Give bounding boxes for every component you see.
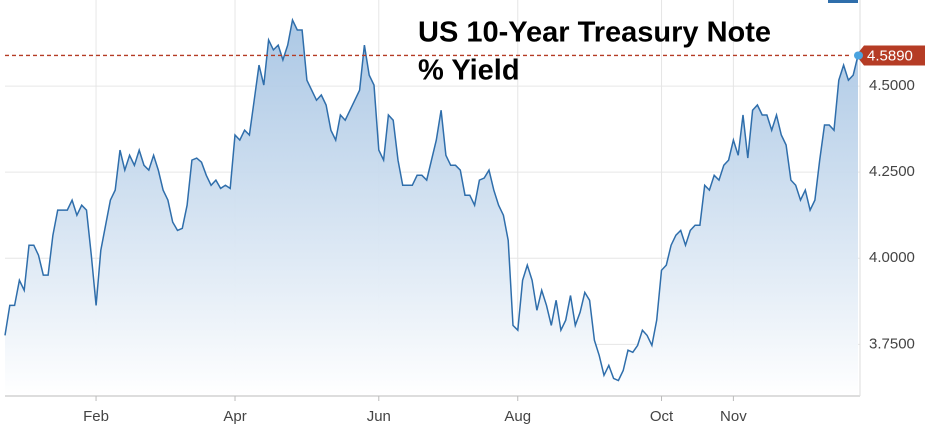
x-tick-label: Oct: [650, 408, 674, 425]
x-tick-label: Apr: [223, 408, 246, 425]
chart-title: US 10-Year Treasury Note: [418, 17, 771, 49]
price-label: 4.5890: [867, 47, 913, 64]
chart-title: % Yield: [418, 55, 520, 87]
x-tick-label: Jun: [367, 408, 391, 425]
price-tag: [856, 45, 925, 66]
series-line: [4, 17, 859, 382]
toolbar-button[interactable]: [828, 0, 858, 3]
x-tick-label: Nov: [720, 408, 747, 425]
x-tick-label: Feb: [83, 408, 109, 425]
y-tick-label: 4.2500: [869, 163, 915, 180]
y-tick-label: 4.5000: [869, 77, 915, 94]
y-tick-label: 4.0000: [869, 249, 915, 266]
y-tick-label: 3.7500: [869, 335, 915, 352]
area-fill: [5, 20, 858, 396]
x-tick-label: Aug: [504, 408, 531, 425]
price-dot: [855, 51, 863, 60]
